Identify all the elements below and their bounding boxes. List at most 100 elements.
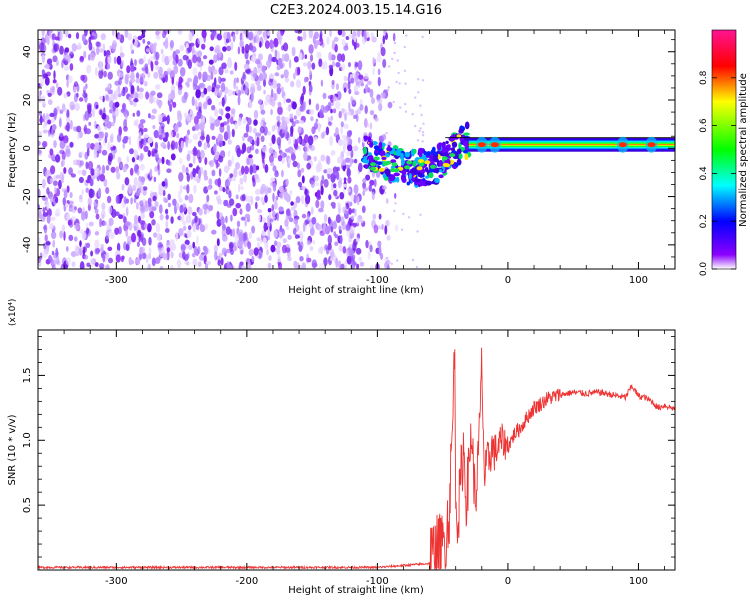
noise-blob bbox=[312, 262, 318, 268]
noise-blob bbox=[126, 65, 131, 74]
noise-blob bbox=[119, 45, 123, 55]
noise-blob bbox=[259, 41, 262, 48]
transition-peak bbox=[378, 167, 385, 172]
noise-blob bbox=[41, 30, 45, 37]
figure-title: C2E3.2024.003.15.14.G16 bbox=[270, 3, 442, 18]
noise-blob bbox=[170, 251, 174, 259]
noise-blob bbox=[223, 131, 229, 141]
noise-blob bbox=[101, 202, 106, 211]
transition-blob bbox=[413, 148, 417, 154]
noise-blob bbox=[86, 147, 90, 157]
noise-blob bbox=[255, 188, 261, 195]
noise-blob bbox=[214, 48, 220, 54]
noise-blob bbox=[46, 36, 50, 45]
noise-blob bbox=[348, 62, 351, 68]
noise-blob bbox=[274, 240, 278, 246]
noise-blob bbox=[218, 140, 223, 148]
noise-blob bbox=[290, 125, 294, 135]
noise-blob bbox=[63, 230, 66, 241]
noise-blob bbox=[220, 122, 225, 128]
noise-blob bbox=[94, 262, 99, 267]
noise-blob bbox=[323, 61, 328, 70]
noise-blob bbox=[161, 246, 166, 254]
noise-blob bbox=[320, 200, 325, 210]
noise-blob bbox=[271, 134, 276, 145]
y-tick-label: 0.5 bbox=[22, 497, 33, 513]
noise-blob bbox=[290, 201, 294, 206]
noise-blob bbox=[169, 103, 173, 112]
noise-blob bbox=[315, 103, 320, 111]
noise-blob bbox=[348, 34, 354, 39]
noise-blob bbox=[261, 154, 265, 164]
noise-blob bbox=[301, 92, 304, 103]
noise-blob bbox=[346, 168, 351, 178]
noise-dot bbox=[407, 216, 411, 219]
noise-blob bbox=[296, 137, 301, 144]
noise-blob bbox=[71, 43, 78, 52]
noise-blob bbox=[135, 257, 141, 266]
noise-blob bbox=[252, 73, 258, 78]
noise-blob bbox=[114, 101, 120, 108]
noise-blob bbox=[55, 208, 61, 217]
noise-blob bbox=[347, 176, 352, 184]
noise-blob bbox=[122, 104, 126, 112]
noise-blob bbox=[292, 227, 297, 236]
noise-blob bbox=[232, 90, 236, 95]
noise-blob bbox=[270, 244, 276, 253]
noise-blob bbox=[272, 182, 277, 192]
noise-dot bbox=[402, 212, 405, 216]
noise-blob bbox=[328, 51, 332, 62]
y-tick-label: 40 bbox=[22, 45, 33, 58]
noise-blob bbox=[147, 223, 152, 233]
noise-blob bbox=[153, 96, 156, 104]
noise-blob bbox=[84, 254, 89, 260]
noise-blob bbox=[231, 176, 236, 182]
noise-blob bbox=[297, 126, 302, 134]
noise-blob bbox=[261, 217, 267, 223]
noise-blob bbox=[141, 252, 147, 260]
noise-blob bbox=[207, 85, 213, 92]
noise-blob bbox=[295, 196, 301, 204]
noise-blob bbox=[142, 30, 146, 35]
noise-blob bbox=[42, 54, 45, 64]
noise-blob bbox=[106, 97, 112, 102]
noise-dot bbox=[388, 65, 391, 68]
noise-blob bbox=[150, 61, 154, 72]
noise-blob bbox=[169, 70, 175, 80]
noise-blob bbox=[255, 165, 260, 171]
noise-blob bbox=[320, 154, 326, 162]
x-tick-label: -100 bbox=[366, 576, 389, 587]
noise-blob bbox=[148, 247, 152, 254]
noise-blob bbox=[65, 30, 69, 38]
noise-dot bbox=[421, 35, 424, 39]
noise-blob bbox=[188, 163, 193, 168]
noise-blob bbox=[110, 166, 116, 173]
noise-blob bbox=[299, 106, 306, 113]
noise-blob bbox=[350, 215, 355, 220]
noise-blob bbox=[41, 195, 47, 201]
noise-blob bbox=[197, 246, 201, 255]
noise-blob bbox=[245, 68, 251, 74]
noise-blob bbox=[65, 257, 71, 266]
noise-dot bbox=[386, 256, 389, 260]
transition-blob bbox=[363, 146, 367, 155]
noise-blob bbox=[100, 243, 105, 249]
noise-blob bbox=[54, 36, 60, 41]
noise-blob bbox=[82, 92, 88, 98]
noise-dot bbox=[415, 265, 419, 269]
noise-blob bbox=[138, 87, 144, 93]
noise-blob bbox=[357, 60, 363, 71]
noise-blob bbox=[96, 46, 100, 55]
noise-blob bbox=[293, 115, 297, 120]
noise-blob bbox=[88, 121, 92, 126]
noise-blob bbox=[214, 108, 219, 117]
noise-blob bbox=[130, 64, 135, 73]
noise-blob bbox=[38, 188, 41, 198]
noise-blob bbox=[86, 262, 91, 268]
transition-blob bbox=[381, 156, 387, 160]
transition-blob bbox=[395, 148, 401, 157]
noise-blob bbox=[135, 201, 139, 210]
noise-blob bbox=[228, 190, 232, 199]
noise-blob bbox=[298, 55, 302, 61]
noise-blob bbox=[253, 109, 259, 119]
